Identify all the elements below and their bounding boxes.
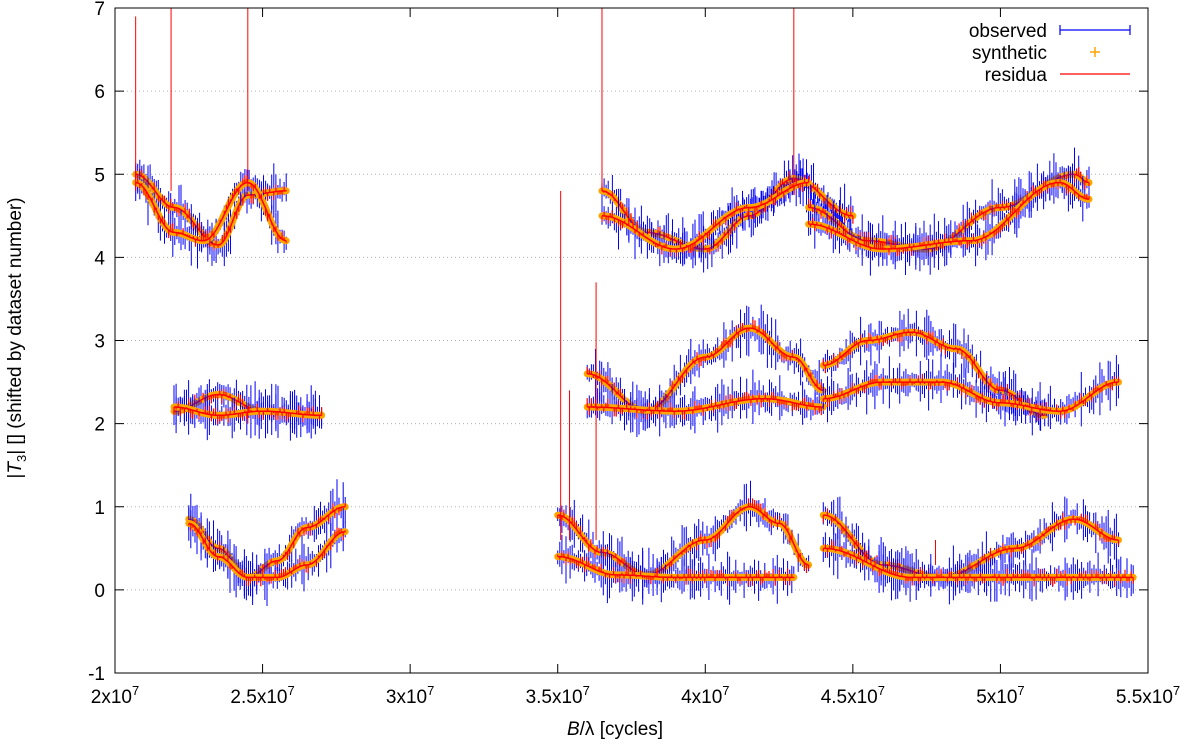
x-tick-label-exponent: 7 — [287, 683, 294, 698]
residua-trace — [601, 181, 809, 250]
series-set-4d — [598, 159, 813, 269]
x-tick-label: 3.5x107 — [526, 683, 590, 708]
y-axis-title-var: T — [5, 461, 26, 474]
outlier-spikes — [135, 8, 936, 565]
series-set-0d — [554, 534, 798, 605]
series-set-4b — [132, 162, 290, 269]
x-axis-title: B/λ [cycles] — [567, 719, 663, 740]
residua-trace — [135, 181, 287, 242]
grid-lines — [115, 90, 1148, 591]
x-tick-label: 3x107 — [386, 683, 434, 708]
y-tick-label: -1 — [88, 664, 105, 685]
x-tick-label-mantissa: 4.5x10 — [821, 687, 878, 708]
series-set-0b — [185, 505, 349, 606]
x-tick-label: 2.5x107 — [230, 683, 294, 708]
y-tick-label: 3 — [94, 332, 105, 353]
residua-trace — [557, 506, 809, 576]
y-tick-label: 5 — [94, 165, 105, 186]
residua-trace — [823, 331, 1045, 417]
series-set-2e — [819, 308, 1049, 436]
y-tick-label: 7 — [94, 0, 105, 20]
x-tick-label: 4.5x107 — [821, 683, 885, 708]
y-axis-title-sub: 3 — [14, 455, 29, 462]
y-axis-title-post: | [] (shifted by dataset number) — [5, 197, 26, 454]
x-tick-label-mantissa: 3x10 — [386, 687, 427, 708]
series-set-0f — [819, 527, 1137, 605]
x-tick-label-exponent: 7 — [132, 683, 139, 698]
x-tick-label-mantissa: 3.5x10 — [526, 687, 583, 708]
x-axis-title-var: B — [567, 719, 580, 740]
x-tick-label-mantissa: 4x10 — [681, 687, 722, 708]
residua-trace — [587, 397, 824, 412]
x-tick-label: 2x107 — [91, 683, 139, 708]
x-tick-label: 5x107 — [976, 683, 1024, 708]
x-axis-title-rest: /λ [cycles] — [580, 719, 663, 740]
x-tick-label: 5.5x107 — [1116, 683, 1180, 708]
series-set-2f — [819, 354, 1122, 431]
y-tick-label: 4 — [94, 248, 105, 269]
y-axis-title-pre: | — [5, 474, 26, 479]
residua-trace — [823, 547, 1134, 579]
x-tick-label: 4x107 — [681, 683, 729, 708]
residua-trace — [188, 522, 346, 579]
legend-label-observed: observed — [969, 21, 1047, 42]
x-tick-label-mantissa: 2.5x10 — [230, 687, 287, 708]
x-tick-label-exponent: 7 — [583, 683, 590, 698]
x-tick-label-exponent: 7 — [1173, 683, 1180, 698]
legend-label-residua: residua — [985, 65, 1048, 86]
y-tick-label: 1 — [94, 498, 105, 519]
residua-trace — [808, 181, 1090, 250]
legend-swatch-observed — [1059, 25, 1131, 35]
x-tick-label-exponent: 7 — [1017, 683, 1024, 698]
y-axis-title: |T3| [] (shifted by dataset number) — [5, 197, 29, 478]
x-tick-label-mantissa: 2x10 — [91, 687, 132, 708]
series-set-0c — [554, 480, 813, 605]
y-tick-label: 0 — [94, 581, 105, 602]
residua-trace — [557, 555, 794, 579]
x-tick-label-mantissa: 5x10 — [976, 687, 1017, 708]
plot-area — [132, 8, 1137, 606]
residua-trace — [823, 381, 1119, 412]
x-tick-label-exponent: 7 — [878, 683, 885, 698]
x-tick-label-exponent: 7 — [427, 683, 434, 698]
legend-label-synthetic: synthetic — [972, 43, 1047, 64]
x-tick-label-exponent: 7 — [722, 683, 729, 698]
series-set-4f — [805, 165, 1093, 276]
y-tick-label: 6 — [94, 82, 105, 103]
x-tick-label-mantissa: 5.5x10 — [1116, 687, 1173, 708]
series-set-2d — [583, 369, 827, 437]
residua-lines — [173, 401, 323, 425]
y-tick-label: 2 — [94, 415, 105, 436]
legend-swatch-synthetic — [1090, 47, 1100, 57]
